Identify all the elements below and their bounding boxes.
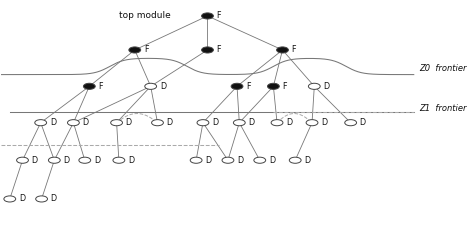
Text: D: D [19,194,25,203]
Text: D: D [94,156,100,165]
Text: D: D [360,118,366,127]
Text: D: D [269,156,275,165]
Text: D: D [248,118,255,127]
Text: Z0  frontier: Z0 frontier [419,64,466,73]
Text: D: D [128,156,134,165]
Circle shape [36,196,47,202]
Circle shape [233,120,245,126]
Circle shape [267,83,279,89]
Circle shape [231,83,243,89]
Text: F: F [246,82,251,91]
Circle shape [145,83,156,89]
Text: D: D [304,156,310,165]
Circle shape [111,120,122,126]
Circle shape [152,120,164,126]
Text: F: F [217,46,221,55]
Circle shape [306,120,318,126]
Circle shape [79,157,91,163]
Circle shape [17,157,28,163]
Circle shape [309,83,320,89]
Text: D: D [323,82,329,91]
Text: D: D [212,118,218,127]
Text: F: F [217,11,221,21]
Text: D: D [166,118,173,127]
Text: F: F [283,82,287,91]
Circle shape [289,157,301,163]
Text: F: F [292,46,296,55]
Text: Z1  frontier: Z1 frontier [419,104,466,113]
Circle shape [201,47,213,53]
Circle shape [48,157,60,163]
Text: D: D [237,156,243,165]
Circle shape [35,120,46,126]
Circle shape [197,120,209,126]
Text: D: D [286,118,292,127]
Circle shape [190,157,202,163]
Text: F: F [99,82,103,91]
Circle shape [254,157,265,163]
Text: D: D [64,156,70,165]
Circle shape [113,157,125,163]
Circle shape [201,13,213,19]
Text: D: D [205,156,211,165]
Circle shape [222,157,234,163]
Text: D: D [160,82,166,91]
Circle shape [83,83,95,89]
Text: D: D [50,118,56,127]
Circle shape [4,196,16,202]
Text: D: D [321,118,327,127]
Circle shape [129,47,141,53]
Text: D: D [51,194,57,203]
Circle shape [67,120,79,126]
Text: D: D [82,118,89,127]
Circle shape [345,120,356,126]
Text: top module: top module [119,11,171,20]
Circle shape [276,47,288,53]
Text: D: D [126,118,132,127]
Circle shape [271,120,283,126]
Text: D: D [32,156,38,165]
Text: F: F [144,46,148,55]
